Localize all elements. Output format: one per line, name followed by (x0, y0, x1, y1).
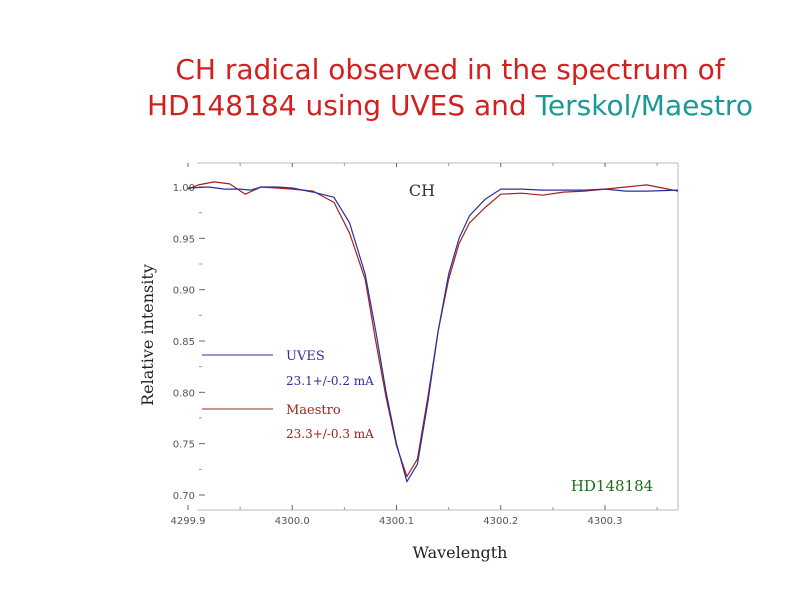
slide-title: CH radical observed in the spectrum of H… (0, 52, 800, 124)
y-tick-label: 1.00 (173, 183, 195, 194)
x-tick-label: 4300.2 (483, 516, 518, 527)
annotation-molecule: CH (409, 181, 435, 200)
series-line-uves (187, 186, 679, 483)
y-tick-label: 0.95 (173, 234, 195, 245)
legend-measure-maestro: 23.3+/-0.3 mA (286, 427, 374, 441)
legend-label-maestro: Maestro (286, 403, 341, 418)
x-tick-label: 4300.1 (379, 516, 414, 527)
series-line-maestro (187, 181, 679, 478)
y-tick-label: 0.70 (173, 491, 195, 502)
y-tick-label: 0.85 (173, 337, 195, 348)
title-line-2-accent: Terskol/Maestro (535, 89, 753, 122)
x-axis-label: Wavelength (413, 543, 508, 562)
legend-label-uves: UVES (286, 349, 325, 364)
x-tick-label: 4300.0 (275, 516, 310, 527)
y-tick-label: 0.80 (173, 388, 195, 399)
annotation-star: HD148184 (571, 477, 653, 495)
y-tick-label: 0.90 (173, 286, 195, 297)
x-tick-label: 4300.3 (588, 516, 623, 527)
x-tick-label: 4299.9 (171, 516, 206, 527)
y-axis-label: Relative intensity (138, 264, 157, 406)
title-line-2-main: HD148184 using UVES and (147, 89, 536, 122)
title-line-1: CH radical observed in the spectrum of (175, 53, 725, 86)
legend-measure-uves: 23.1+/-0.2 mA (286, 374, 374, 388)
title-line-2: HD148184 using UVES and Terskol/Maestro (0, 88, 800, 124)
y-tick-label: 0.75 (173, 440, 195, 451)
